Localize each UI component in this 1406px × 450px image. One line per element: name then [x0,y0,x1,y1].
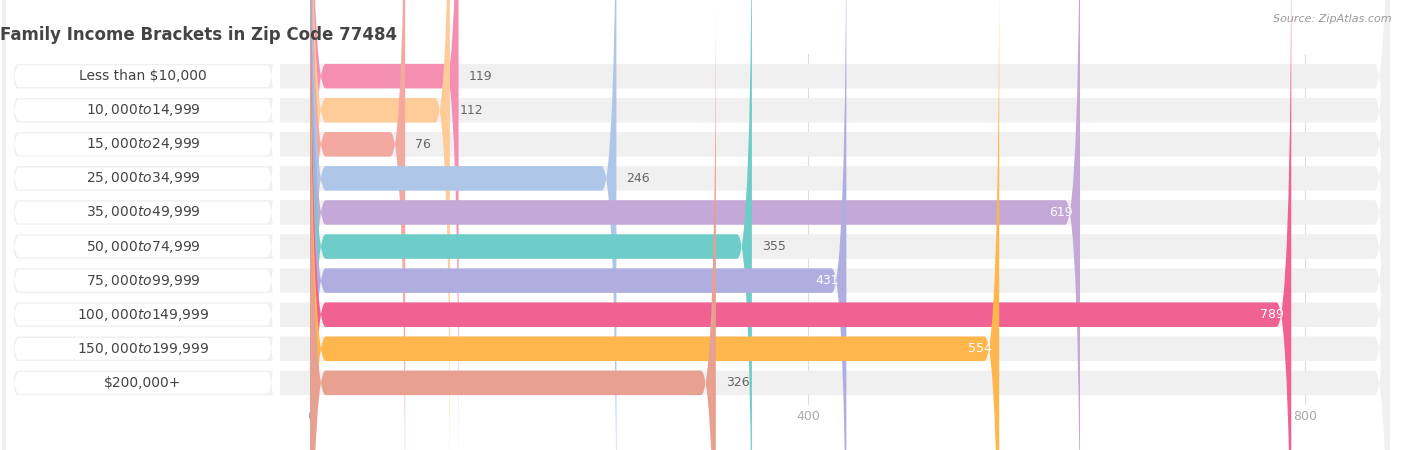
FancyBboxPatch shape [311,0,846,450]
Text: $10,000 to $14,999: $10,000 to $14,999 [86,102,200,118]
FancyBboxPatch shape [3,0,1389,450]
Text: 326: 326 [725,376,749,389]
FancyBboxPatch shape [3,0,1389,450]
Text: 619: 619 [1049,206,1073,219]
FancyBboxPatch shape [3,0,1389,450]
FancyBboxPatch shape [6,0,280,450]
Text: Family Income Brackets in Zip Code 77484: Family Income Brackets in Zip Code 77484 [0,26,396,44]
FancyBboxPatch shape [3,0,1389,450]
FancyBboxPatch shape [311,0,405,450]
Text: 355: 355 [762,240,786,253]
FancyBboxPatch shape [311,0,616,450]
FancyBboxPatch shape [6,19,280,450]
Text: 76: 76 [415,138,432,151]
Text: $50,000 to $74,999: $50,000 to $74,999 [86,238,200,255]
FancyBboxPatch shape [3,0,1389,450]
Text: 246: 246 [627,172,650,185]
FancyBboxPatch shape [311,0,450,450]
Text: 119: 119 [468,70,492,83]
FancyBboxPatch shape [6,0,280,440]
Text: $25,000 to $34,999: $25,000 to $34,999 [86,171,200,186]
Text: Less than $10,000: Less than $10,000 [79,69,207,83]
FancyBboxPatch shape [311,0,1291,450]
Text: $100,000 to $149,999: $100,000 to $149,999 [77,307,209,323]
FancyBboxPatch shape [3,0,1389,450]
FancyBboxPatch shape [311,0,1000,450]
FancyBboxPatch shape [311,0,752,450]
FancyBboxPatch shape [6,0,280,450]
Text: $200,000+: $200,000+ [104,376,181,390]
Text: Source: ZipAtlas.com: Source: ZipAtlas.com [1274,14,1392,23]
Text: 112: 112 [460,104,484,117]
Text: $75,000 to $99,999: $75,000 to $99,999 [86,273,200,288]
FancyBboxPatch shape [311,0,1080,450]
FancyBboxPatch shape [3,0,1389,450]
Text: 789: 789 [1260,308,1284,321]
Text: $15,000 to $24,999: $15,000 to $24,999 [86,136,200,152]
Text: $150,000 to $199,999: $150,000 to $199,999 [77,341,209,357]
FancyBboxPatch shape [311,0,716,450]
FancyBboxPatch shape [3,0,1389,450]
FancyBboxPatch shape [6,0,280,406]
FancyBboxPatch shape [6,53,280,450]
Text: 431: 431 [815,274,839,287]
Text: $35,000 to $49,999: $35,000 to $49,999 [86,204,200,220]
FancyBboxPatch shape [6,0,280,450]
FancyBboxPatch shape [6,0,280,450]
FancyBboxPatch shape [3,0,1389,450]
Text: 554: 554 [967,342,991,355]
FancyBboxPatch shape [6,0,280,450]
FancyBboxPatch shape [311,0,458,450]
FancyBboxPatch shape [3,0,1389,450]
FancyBboxPatch shape [6,0,280,450]
